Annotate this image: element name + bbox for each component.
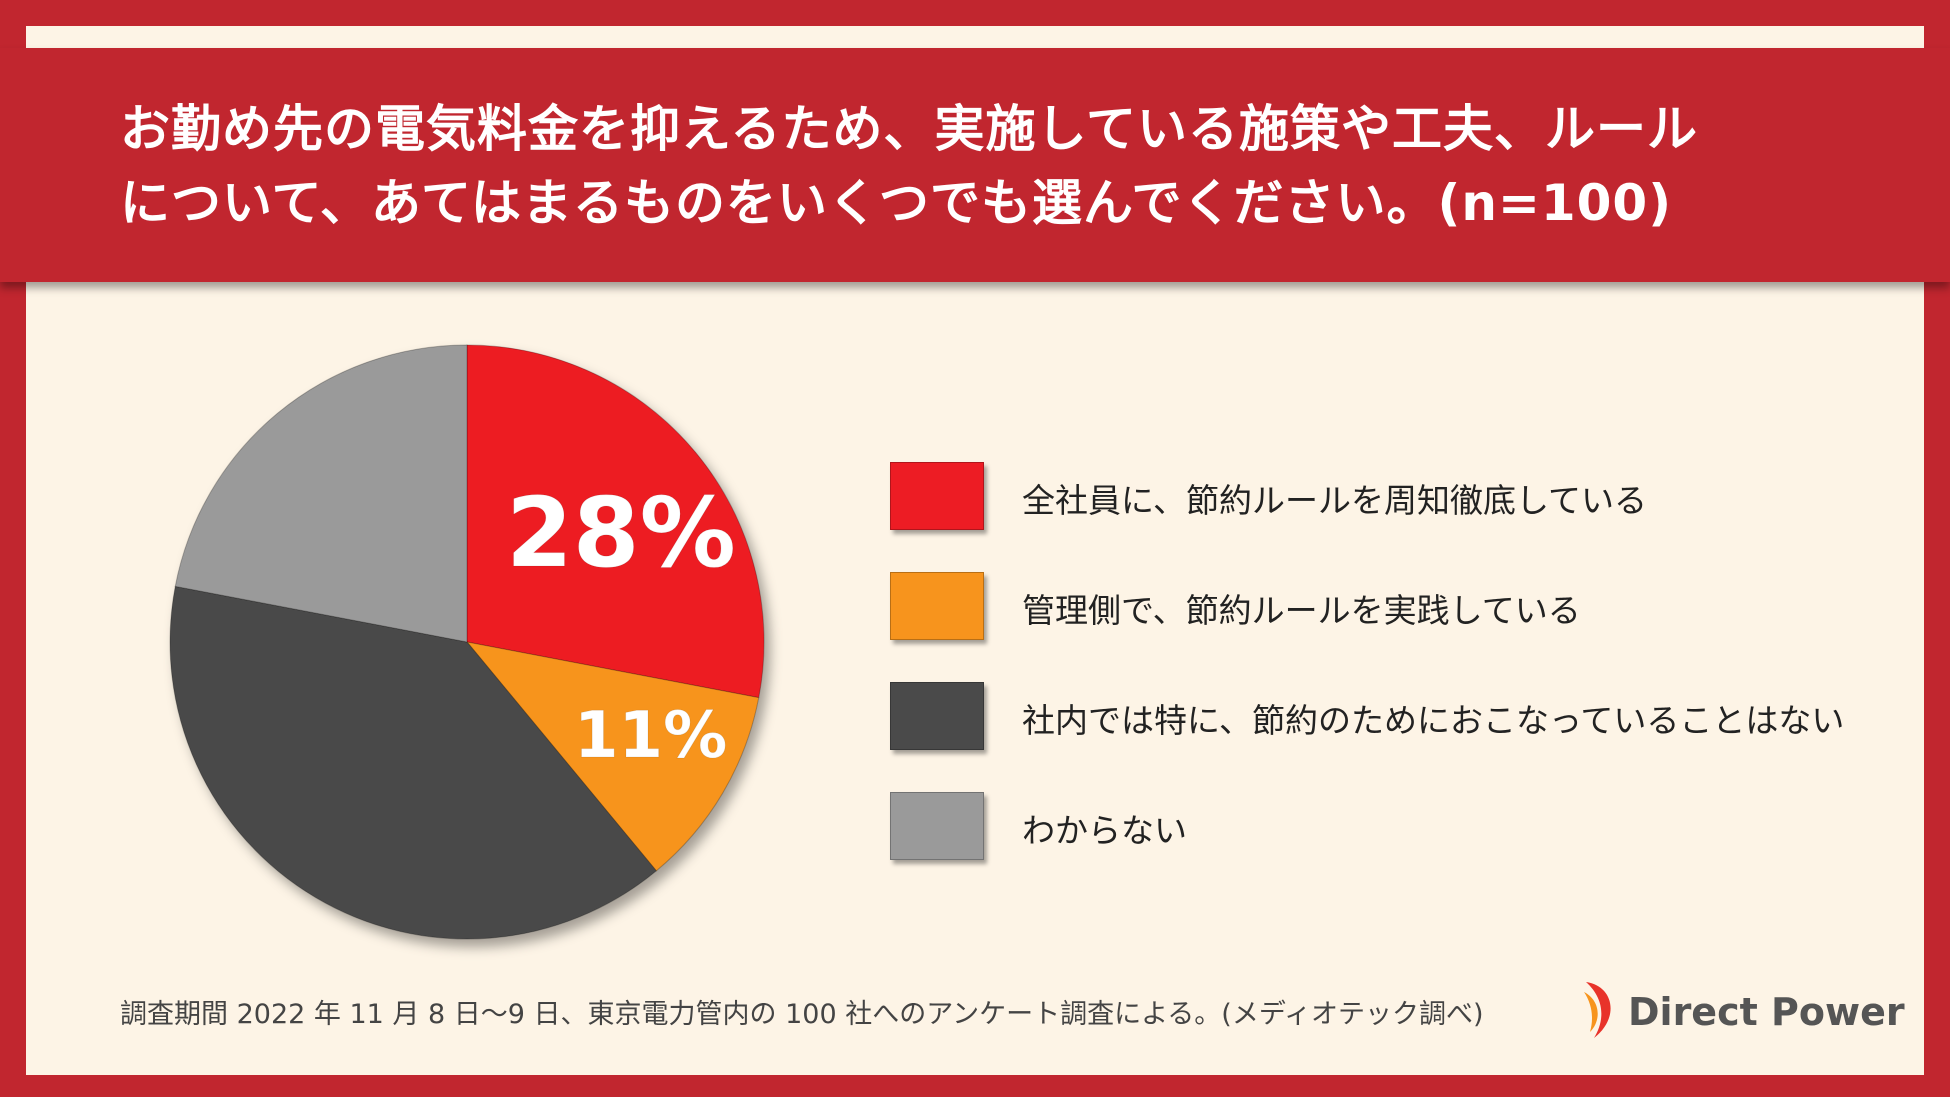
title-line-2: について、あてはまるものをいくつでも選んでください。(n=100) — [120, 174, 1673, 232]
legend-swatch — [890, 792, 984, 860]
logo-text: Direct Power — [1628, 990, 1905, 1034]
pie-data-label: 11% — [574, 699, 727, 773]
pie-slice-unknown — [174, 344, 468, 643]
title-line-1: お勤め先の電気料金を抑えるため、実施している施策や工夫、ルール — [120, 100, 1698, 158]
legend-label: わからない — [1022, 811, 1187, 850]
direct-power-logo-icon — [1584, 982, 1611, 1038]
direct-power-logo: Direct Power — [1580, 978, 1905, 1038]
pie-slice-management — [465, 641, 760, 872]
pie-slice-all-staff — [466, 344, 765, 699]
legend-swatch — [890, 572, 984, 640]
legend-label: 管理側で、節約ルールを実践している — [1022, 591, 1581, 630]
header-banner — [0, 48, 1950, 282]
legend-item-all-staff: 全社員に、節約ルールを周知徹底している — [890, 462, 1850, 530]
legend-item-management: 管理側で、節約ルールを実践している — [890, 572, 1850, 640]
legend-label: 社内では特に、節約のためにおこなっていることはない — [1022, 701, 1845, 740]
pie-slice-nothing — [169, 585, 658, 940]
page-title: お勤め先の電気料金を抑えるため、実施している施策や工夫、ルール について、あては… — [120, 92, 1860, 240]
legend-label: 全社員に、節約ルールを周知徹底している — [1022, 481, 1648, 520]
pie-data-label: 28% — [506, 477, 736, 589]
legend-swatch — [890, 682, 984, 750]
legend-item-nothing: 社内では特に、節約のためにおこなっていることはない — [890, 682, 1850, 750]
legend-swatch — [890, 462, 984, 530]
survey-footnote: 調査期間 2022 年 11 月 8 日〜9 日、東京電力管内の 100 社への… — [120, 999, 1484, 1030]
legend-item-unknown: わからない — [890, 792, 1850, 860]
